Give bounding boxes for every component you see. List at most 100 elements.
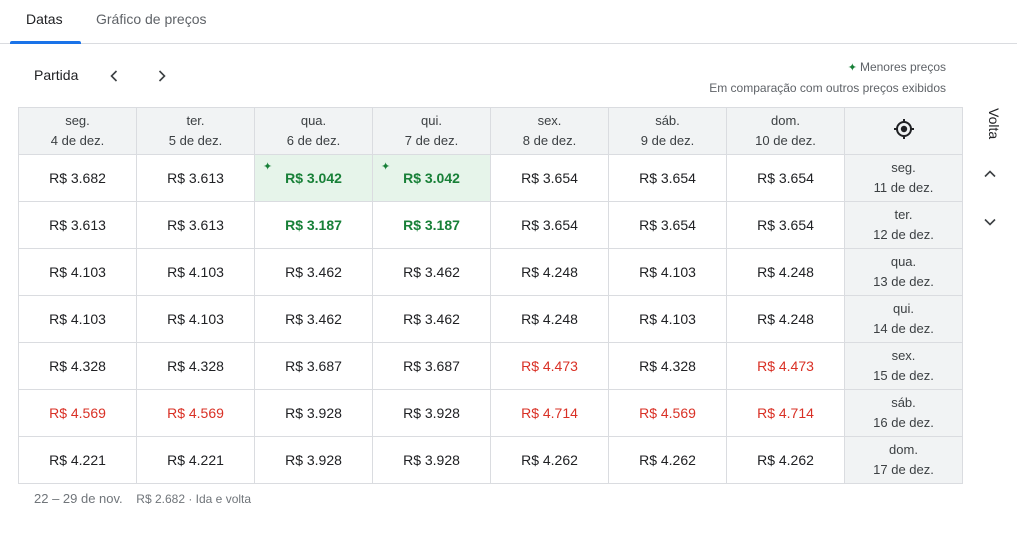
price-cell[interactable]: R$ 4.714: [490, 389, 609, 437]
price-cell[interactable]: R$ 4.569: [18, 389, 137, 437]
price-cell[interactable]: R$ 3.613: [18, 201, 137, 249]
price-cell[interactable]: R$ 4.103: [18, 295, 137, 343]
price-cell[interactable]: ✦ R$ 3.042: [372, 154, 491, 202]
price-cell[interactable]: R$ 3.462: [254, 295, 373, 343]
price-cell[interactable]: R$ 3.462: [372, 248, 491, 296]
price-cell[interactable]: R$ 4.473: [726, 342, 845, 390]
price-value: R$ 4.473: [521, 358, 578, 374]
price-cell[interactable]: R$ 4.262: [490, 436, 609, 484]
price-cell[interactable]: R$ 3.928: [372, 389, 491, 437]
price-value: R$ 4.248: [521, 264, 578, 280]
price-cell[interactable]: R$ 4.221: [136, 436, 255, 484]
price-cell[interactable]: R$ 4.103: [18, 248, 137, 296]
price-value: R$ 3.613: [167, 217, 224, 233]
price-value: R$ 4.262: [757, 452, 814, 468]
return-date-header: dom. 17 de dez.: [844, 436, 963, 484]
return-date-header: sáb. 16 de dez.: [844, 389, 963, 437]
prev-return-week-button[interactable]: [978, 162, 1002, 186]
reference-price: R$ 2.682 · Ida e volta: [136, 492, 252, 506]
price-cell[interactable]: R$ 4.328: [136, 342, 255, 390]
price-cell[interactable]: R$ 4.248: [726, 295, 845, 343]
price-cell[interactable]: R$ 3.187: [372, 201, 491, 249]
price-value: R$ 4.103: [639, 264, 696, 280]
price-cell[interactable]: R$ 3.187: [254, 201, 373, 249]
price-cell[interactable]: R$ 4.262: [726, 436, 845, 484]
price-cell[interactable]: R$ 3.928: [254, 436, 373, 484]
chevron-left-icon: [110, 70, 118, 82]
next-week-button[interactable]: [148, 62, 176, 90]
weekday-label: seg.: [891, 160, 916, 175]
chevron-down-icon: [984, 218, 996, 226]
price-cell[interactable]: R$ 3.687: [254, 342, 373, 390]
date-label: 9 de dez.: [640, 133, 695, 148]
price-cell[interactable]: R$ 4.103: [136, 248, 255, 296]
price-cell[interactable]: R$ 3.462: [372, 295, 491, 343]
price-value: R$ 3.462: [285, 264, 342, 280]
return-date-header: qui. 14 de dez.: [844, 295, 963, 343]
price-cell[interactable]: R$ 4.221: [18, 436, 137, 484]
price-cell[interactable]: R$ 3.654: [490, 154, 609, 202]
price-value: R$ 4.262: [639, 452, 696, 468]
price-value: R$ 4.569: [49, 405, 106, 421]
price-cell[interactable]: R$ 4.328: [608, 342, 727, 390]
price-cell[interactable]: R$ 4.262: [608, 436, 727, 484]
return-label: Volta: [986, 108, 1002, 140]
price-cell[interactable]: R$ 3.613: [136, 154, 255, 202]
departure-dates-row: seg. 4 de dez. ter. 5 de dez. qua. 6 de dez. q…: [18, 107, 963, 155]
date-label: 4 de dez.: [50, 133, 105, 148]
tab-dates[interactable]: Datas: [26, 11, 63, 27]
price-cell[interactable]: R$ 3.654: [490, 201, 609, 249]
departure-date-header: ter. 5 de dez.: [136, 107, 255, 155]
price-cell[interactable]: R$ 4.103: [136, 295, 255, 343]
weekday-label: seg.: [65, 113, 90, 128]
price-cell[interactable]: R$ 3.654: [726, 201, 845, 249]
price-cell[interactable]: R$ 3.682: [18, 154, 137, 202]
price-cell[interactable]: R$ 4.473: [490, 342, 609, 390]
price-cell[interactable]: R$ 4.103: [608, 295, 727, 343]
price-cell[interactable]: R$ 3.687: [372, 342, 491, 390]
price-cell[interactable]: R$ 4.248: [490, 248, 609, 296]
weekday-label: qua.: [890, 254, 917, 269]
departure-date-header: sáb. 9 de dez.: [608, 107, 727, 155]
price-value: R$ 3.613: [167, 170, 224, 186]
departure-label: Partida: [34, 67, 79, 83]
price-cell[interactable]: R$ 4.569: [136, 389, 255, 437]
table-row: R$ 3.613 R$ 3.613 R$ 3.187 R$ 3.187 R$ 3.654…: [18, 201, 963, 249]
price-value: R$ 3.654: [639, 217, 696, 233]
price-value: R$ 4.103: [49, 264, 106, 280]
price-value: R$ 4.262: [521, 452, 578, 468]
return-date-header: sex. 15 de dez.: [844, 342, 963, 390]
price-cell[interactable]: R$ 3.654: [608, 201, 727, 249]
table-row: R$ 3.682 R$ 3.613 ✦ R$ 3.042 ✦ R$ 3.042 R$ 3.6…: [18, 154, 963, 202]
next-return-week-button[interactable]: [978, 210, 1002, 234]
price-cell[interactable]: R$ 4.248: [490, 295, 609, 343]
prev-week-button[interactable]: [100, 62, 128, 90]
date-label: 5 de dez.: [168, 133, 223, 148]
price-cell[interactable]: R$ 3.654: [608, 154, 727, 202]
price-cell[interactable]: R$ 4.569: [608, 389, 727, 437]
price-cell[interactable]: R$ 3.654: [726, 154, 845, 202]
price-cell[interactable]: R$ 4.248: [726, 248, 845, 296]
price-cell[interactable]: R$ 3.462: [254, 248, 373, 296]
price-value: R$ 4.569: [167, 405, 224, 421]
price-cell[interactable]: R$ 4.714: [726, 389, 845, 437]
price-value: R$ 3.042: [285, 170, 342, 186]
price-cell[interactable]: R$ 3.613: [136, 201, 255, 249]
price-cell[interactable]: R$ 4.103: [608, 248, 727, 296]
weekday-label: qua.: [300, 113, 327, 128]
price-cell[interactable]: R$ 4.328: [18, 342, 137, 390]
price-value: R$ 3.462: [285, 311, 342, 327]
price-cell[interactable]: ✦ R$ 3.042: [254, 154, 373, 202]
price-value: R$ 3.654: [639, 170, 696, 186]
price-value: R$ 4.328: [167, 358, 224, 374]
date-label: 16 de dez.: [873, 415, 934, 430]
tab-price-graph[interactable]: Gráfico de preços: [96, 11, 207, 27]
weekday-label: sáb.: [655, 113, 680, 128]
date-label: 6 de dez.: [286, 133, 341, 148]
price-value: R$ 3.687: [285, 358, 342, 374]
price-value: R$ 3.462: [403, 264, 460, 280]
price-cell[interactable]: R$ 3.928: [254, 389, 373, 437]
price-cell[interactable]: R$ 3.928: [372, 436, 491, 484]
price-value: R$ 3.654: [521, 170, 578, 186]
departure-date-header: sex. 8 de dez.: [490, 107, 609, 155]
